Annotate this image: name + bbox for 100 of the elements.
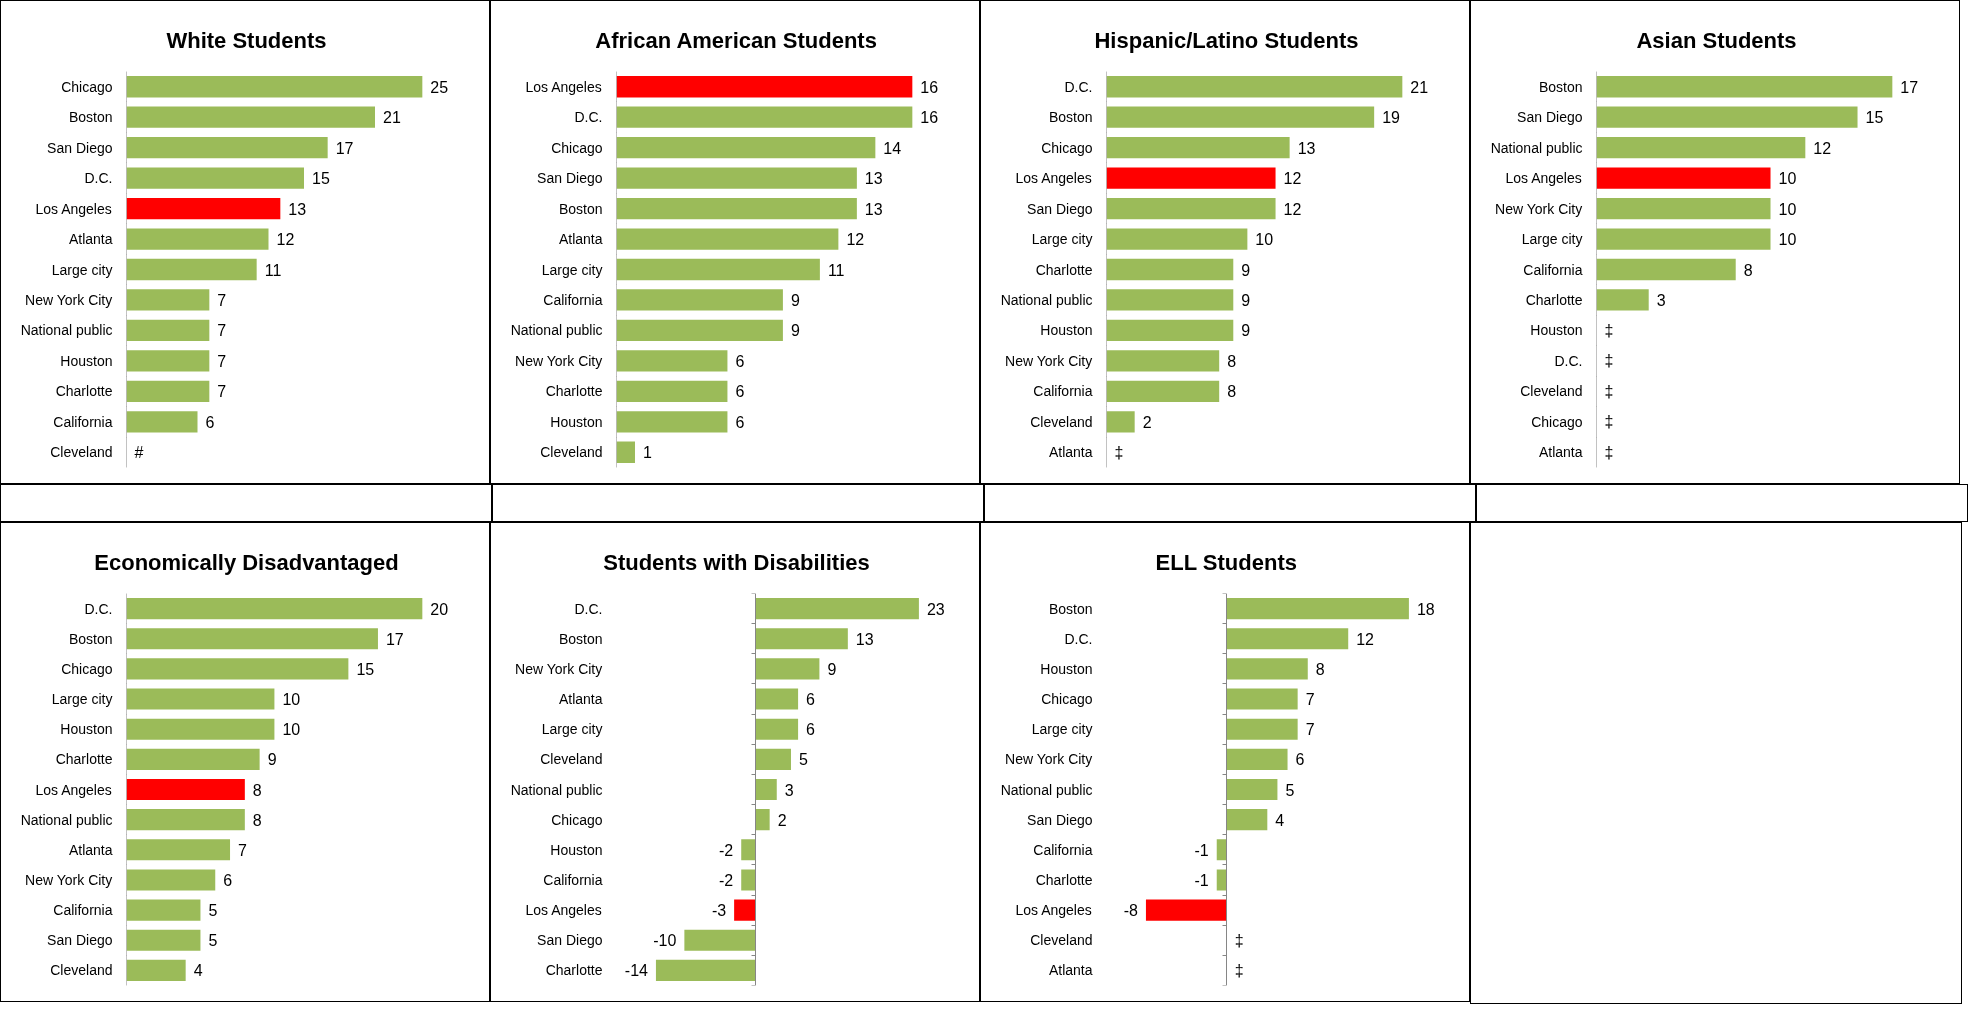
- bar: [616, 350, 728, 372]
- text: ‡: [1234, 931, 1244, 949]
- data-label: 21: [1410, 78, 1429, 96]
- data-label: 3: [784, 781, 794, 799]
- y-tick-label: Boston: [558, 630, 603, 647]
- bar: [1226, 718, 1298, 740]
- bar: [1226, 778, 1278, 801]
- bar: [616, 258, 820, 281]
- y-tick-label: Chicago: [1041, 139, 1093, 156]
- data-label: 7: [1305, 721, 1315, 739]
- y-tick-label: D.C.: [1554, 352, 1583, 369]
- bar: [755, 688, 799, 710]
- y-tick-label: Large city: [1031, 231, 1093, 248]
- y-tick-label: Los Angeles: [35, 781, 112, 798]
- bar: [684, 929, 756, 951]
- data-label: 10: [282, 691, 301, 709]
- data-label: 13: [864, 200, 883, 218]
- data-label: 21: [383, 109, 401, 127]
- data-label: 6: [806, 691, 816, 709]
- data-label: 5: [208, 902, 218, 920]
- y-tick-label: Cleveland: [540, 751, 603, 768]
- bar: [1106, 258, 1234, 281]
- data-label: 8: [252, 811, 262, 829]
- data-label: 14: [883, 139, 902, 157]
- y-tick-label: Large city: [51, 691, 113, 708]
- bar: [126, 598, 423, 620]
- data-label: 9: [790, 322, 800, 340]
- text: ‡: [1604, 382, 1614, 400]
- bar: [1226, 598, 1409, 620]
- y-tick-label: Houston: [1040, 660, 1093, 677]
- bar: [1596, 106, 1858, 128]
- bar: [126, 658, 349, 680]
- y-tick-label: Atlanta: [1048, 444, 1093, 461]
- data-label: 16: [920, 78, 939, 96]
- data-label: 12: [846, 231, 865, 249]
- y-tick-label: Cleveland: [1030, 413, 1093, 430]
- data-label: 1: [642, 444, 652, 462]
- data-label: 2: [1142, 413, 1152, 431]
- y-tick-label: Atlanta: [558, 231, 603, 248]
- y-tick-label: Boston: [68, 630, 113, 647]
- bar: [126, 688, 275, 710]
- data-label: 10: [1778, 200, 1797, 218]
- y-tick-label: D.C.: [84, 600, 113, 617]
- data-label: 10: [1255, 231, 1274, 249]
- bar: [1596, 136, 1806, 159]
- y-tick-label: San Diego: [47, 139, 113, 156]
- bar: [126, 929, 201, 951]
- data-label: 6: [806, 721, 816, 739]
- bar: [755, 809, 770, 831]
- y-tick-label: Boston: [1048, 600, 1093, 617]
- bar: [1596, 289, 1649, 311]
- y-tick-label: Cleveland: [50, 444, 113, 461]
- data-label: 12: [1283, 200, 1302, 218]
- bar: [126, 197, 281, 220]
- data-label: 12: [1356, 630, 1375, 648]
- bar: [1106, 380, 1220, 403]
- bar: [755, 778, 777, 801]
- text: ‡: [1114, 443, 1124, 461]
- bar: [126, 289, 210, 311]
- bar: [616, 411, 728, 433]
- y-tick-label: California: [53, 902, 113, 919]
- bar: [741, 839, 756, 861]
- bar: [655, 959, 756, 981]
- y-tick-label: Los Angeles: [35, 200, 112, 217]
- text: ‡: [1234, 961, 1244, 979]
- data-label: 10: [1778, 231, 1797, 249]
- data-label: 6: [205, 413, 215, 431]
- bar: [1106, 228, 1248, 250]
- y-tick-label: New York City: [1005, 751, 1093, 768]
- bar: [616, 167, 857, 189]
- y-tick-label: San Diego: [537, 170, 603, 187]
- y-tick-label: National public: [1490, 139, 1583, 156]
- y-tick-label: National public: [1000, 291, 1093, 308]
- chart-title: African American Students: [595, 27, 877, 53]
- bar: [755, 748, 791, 770]
- data-label: 12: [276, 231, 295, 249]
- y-tick-label: D.C.: [574, 600, 603, 617]
- bar: [126, 778, 245, 801]
- data-label: 17: [385, 630, 404, 648]
- y-tick-label: National public: [510, 322, 603, 339]
- bar: [126, 380, 210, 403]
- bar: [1216, 869, 1227, 891]
- data-label: 5: [1285, 781, 1295, 799]
- data-label: 7: [238, 841, 248, 859]
- data-label: 7: [217, 383, 227, 401]
- data-label: 10: [1778, 170, 1797, 188]
- data-label: 11: [827, 261, 845, 279]
- data-label: 17: [1900, 78, 1919, 96]
- chart-title: ELL Students: [1155, 549, 1297, 575]
- data-label: 13: [864, 170, 883, 188]
- bar: [755, 598, 919, 620]
- y-tick-label: D.C.: [84, 170, 113, 187]
- y-tick-label: Los Angeles: [1015, 902, 1092, 919]
- data-label: 8: [1315, 660, 1325, 678]
- data-label: 7: [217, 352, 227, 370]
- y-tick-label: Charlotte: [55, 383, 113, 400]
- data-label: 8: [1743, 261, 1753, 279]
- bar: [734, 899, 756, 921]
- data-label: 12: [1283, 170, 1302, 188]
- y-tick-label: Atlanta: [1538, 444, 1583, 461]
